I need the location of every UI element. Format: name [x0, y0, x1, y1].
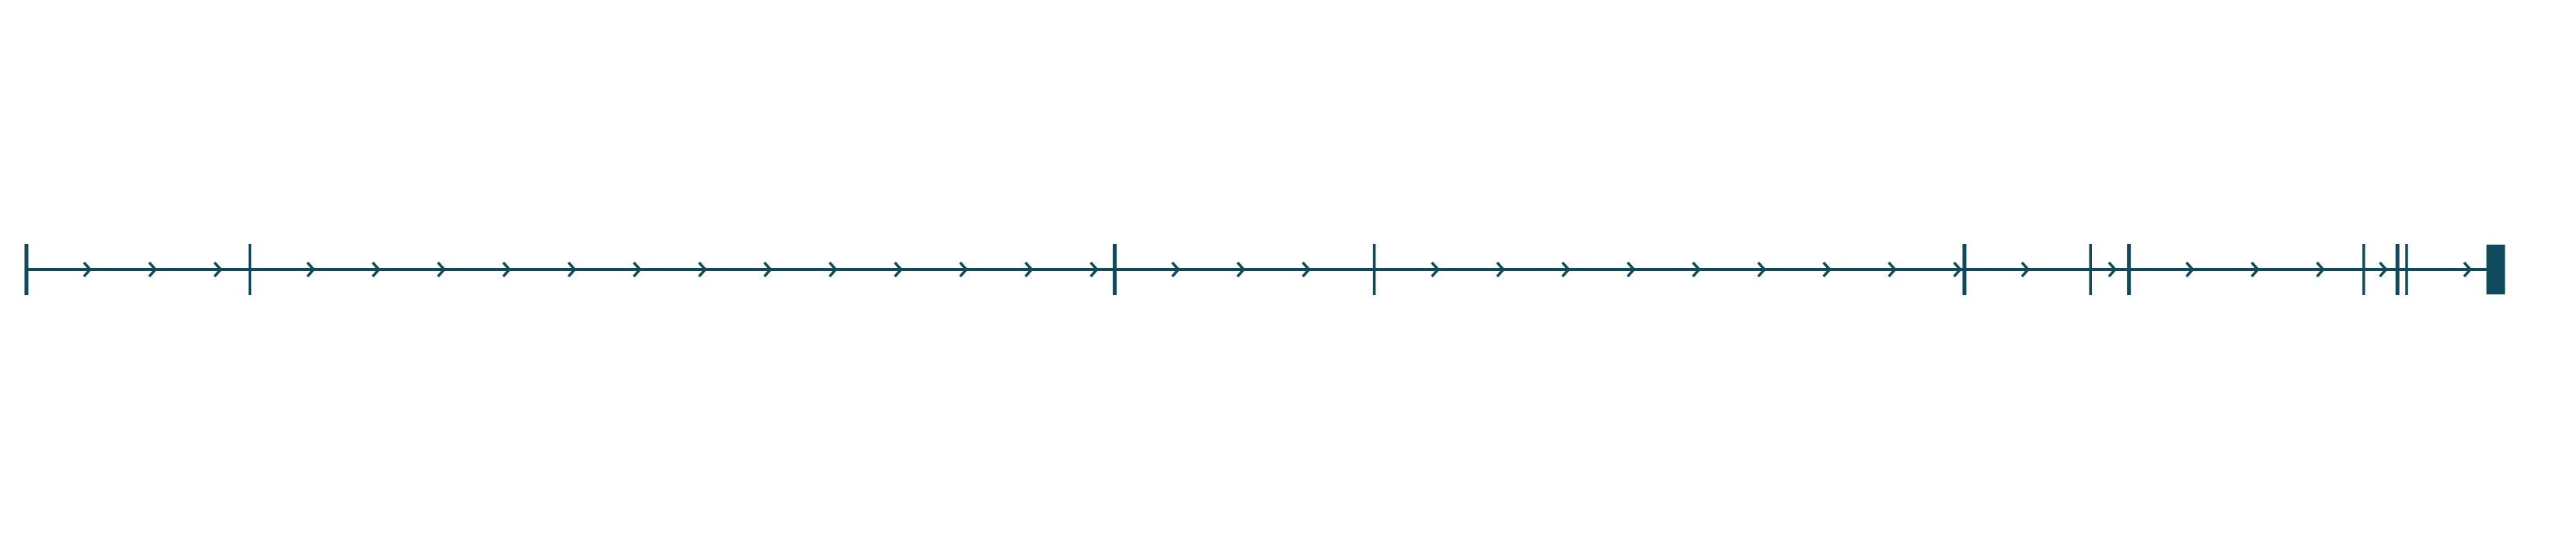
strand-arrow — [1302, 261, 1311, 278]
feature-boundaries — [24, 244, 2408, 295]
strand-arrow — [2316, 261, 2326, 278]
strand-arrow — [1236, 261, 1246, 278]
strand-arrow — [1888, 261, 1897, 278]
strand-arrow — [1431, 261, 1440, 278]
strand-arrow — [1024, 261, 1034, 278]
strand-arrow — [1171, 261, 1180, 278]
strand-arrow — [2185, 261, 2195, 278]
terminal-exon-block — [2486, 245, 2505, 294]
strand-arrow — [828, 261, 838, 278]
strand-arrow — [1561, 261, 1570, 278]
strand-arrow — [213, 261, 223, 278]
strand-arrow — [371, 261, 381, 278]
strand-arrow — [698, 261, 707, 278]
strand-arrow — [763, 261, 772, 278]
strand-arrow — [1626, 261, 1636, 278]
strand-arrows — [82, 261, 2473, 278]
strand-arrow — [2250, 261, 2261, 278]
strand-arrow — [2463, 261, 2473, 278]
strand-arrow — [959, 261, 968, 278]
strand-arrow — [437, 261, 446, 278]
strand-arrow — [894, 261, 903, 278]
strand-arrow — [502, 261, 511, 278]
strand-arrow — [2020, 261, 2030, 278]
strand-arrow — [1757, 261, 1766, 278]
strand-arrow — [1953, 261, 1962, 278]
strand-arrow — [567, 261, 577, 278]
strand-arrow — [1822, 261, 1832, 278]
strand-arrow — [633, 261, 642, 278]
strand-arrow — [2107, 261, 2118, 278]
strand-arrow — [1089, 261, 1099, 278]
strand-arrow — [306, 261, 315, 278]
strand-arrow — [82, 261, 92, 278]
strand-arrow — [1496, 261, 1505, 278]
strand-arrow — [148, 261, 158, 278]
strand-arrow — [2379, 261, 2388, 278]
strand-arrow — [1692, 261, 1701, 278]
